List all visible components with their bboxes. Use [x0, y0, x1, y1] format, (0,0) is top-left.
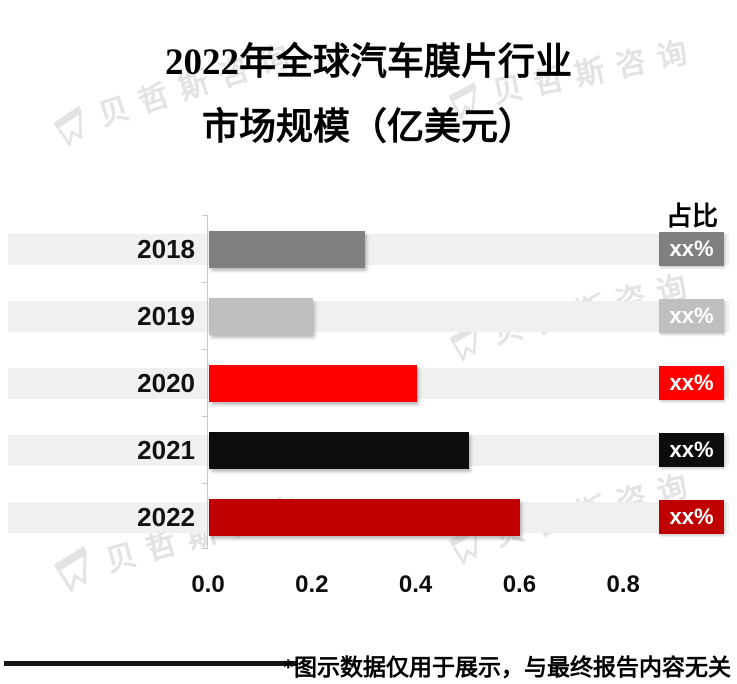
category-label-2020: 2020: [137, 368, 195, 398]
share-badge-2018: xx%: [659, 232, 724, 266]
x-axis-tick-label: 0.4: [398, 571, 433, 598]
row-background: [8, 233, 729, 265]
x-axis-tick-label: 0.0: [191, 571, 225, 598]
brand-logo-icon: [54, 546, 88, 594]
share-badge-2022: xx%: [659, 500, 724, 534]
share-badge-2019: xx%: [659, 299, 724, 333]
chart-title-line1: 2022年全球汽车膜片行业: [165, 42, 572, 83]
category-label-2019: 2019: [137, 301, 195, 331]
chart-title-line2: 市场规模（亿美元）: [202, 107, 535, 148]
y-axis-tick: [202, 483, 208, 484]
x-axis-tick-label: 0.8: [606, 571, 640, 598]
category-label-2021: 2021: [137, 435, 195, 465]
row-background: [8, 300, 729, 332]
x-axis-tick-label: 0.6: [502, 571, 537, 598]
share-badge-2020: xx%: [659, 366, 724, 400]
chart-title: 2022年全球汽车膜片行业 市场规模（亿美元）: [0, 30, 737, 160]
footnote: *图示数据仅用于展示，与最终报告内容无关: [282, 655, 732, 680]
category-label-2022: 2022: [137, 502, 195, 532]
bar-2020: [209, 364, 417, 402]
bar-2019: [209, 297, 313, 335]
bar-2022: [209, 498, 521, 536]
y-axis-tick: [202, 215, 208, 216]
y-axis-tick: [202, 548, 208, 549]
y-axis-tick: [202, 349, 208, 350]
y-axis-tick: [202, 416, 208, 417]
bar-2021: [209, 431, 469, 469]
footer-divider: [4, 661, 296, 666]
share-column-header: 占比: [665, 202, 718, 231]
bar-2018: [209, 230, 365, 268]
share-badge-2021: xx%: [659, 433, 724, 467]
x-axis-tick-label: 0.2: [295, 571, 329, 598]
category-label-2018: 2018: [137, 234, 195, 264]
y-axis-tick: [202, 282, 208, 283]
y-axis-line: [207, 215, 208, 548]
